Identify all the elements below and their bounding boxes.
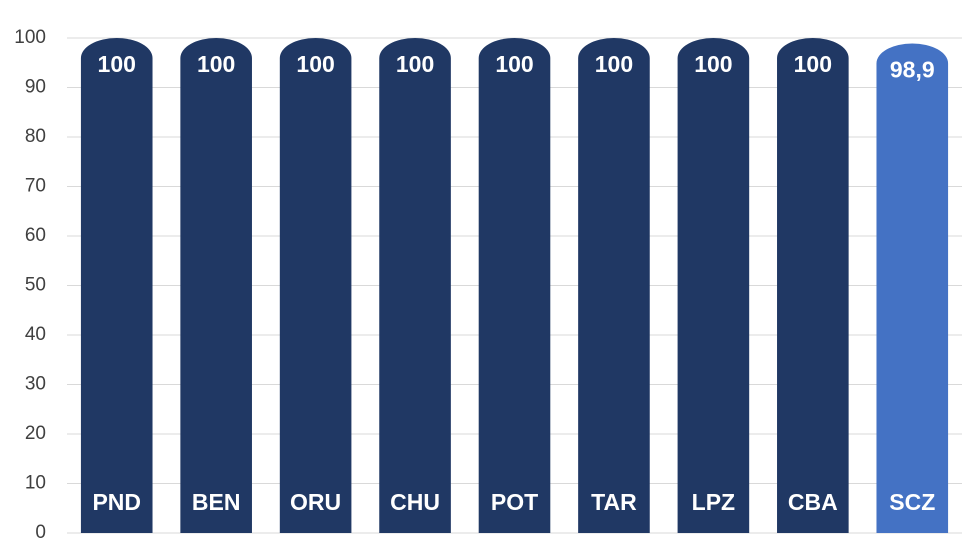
x-tick-label: SCZ (889, 489, 935, 515)
y-tick-label: 30 (25, 374, 46, 395)
value-label: 98,9 (890, 57, 935, 83)
x-tick-label: PND (92, 489, 141, 515)
bar (279, 38, 352, 534)
value-label: 100 (296, 51, 334, 77)
x-tick-label: ORU (290, 489, 341, 515)
x-tick-label: POT (491, 489, 538, 515)
y-tick-label: 100 (14, 27, 46, 48)
x-tick-label: TAR (591, 489, 637, 515)
bar (478, 38, 551, 533)
value-label: 100 (694, 51, 732, 77)
value-label: 100 (794, 51, 832, 77)
y-tick-label: 40 (25, 324, 46, 345)
value-label: 100 (396, 51, 434, 77)
value-label: 100 (197, 51, 235, 77)
bar (677, 37, 750, 533)
bar (777, 37, 849, 533)
x-tick-label: CBA (788, 489, 838, 515)
y-tick-label: 80 (25, 126, 46, 147)
y-tick-label: 60 (25, 225, 46, 246)
value-label: 100 (595, 51, 633, 77)
y-tick-label: 70 (25, 176, 46, 197)
bar (80, 38, 153, 533)
x-tick-label: CHU (390, 489, 440, 515)
bar (379, 38, 451, 533)
y-tick-label: 20 (25, 423, 46, 444)
bar (578, 38, 650, 534)
bar (180, 38, 252, 534)
y-tick-label: 10 (25, 473, 46, 494)
y-tick-label: 90 (25, 77, 46, 98)
value-label: 100 (495, 51, 533, 77)
value-label: 100 (98, 51, 136, 77)
x-tick-label: BEN (192, 489, 241, 515)
bar (876, 43, 949, 533)
y-tick-label: 50 (25, 275, 46, 296)
y-tick-label: 0 (35, 522, 46, 543)
x-tick-label: LPZ (692, 489, 735, 515)
